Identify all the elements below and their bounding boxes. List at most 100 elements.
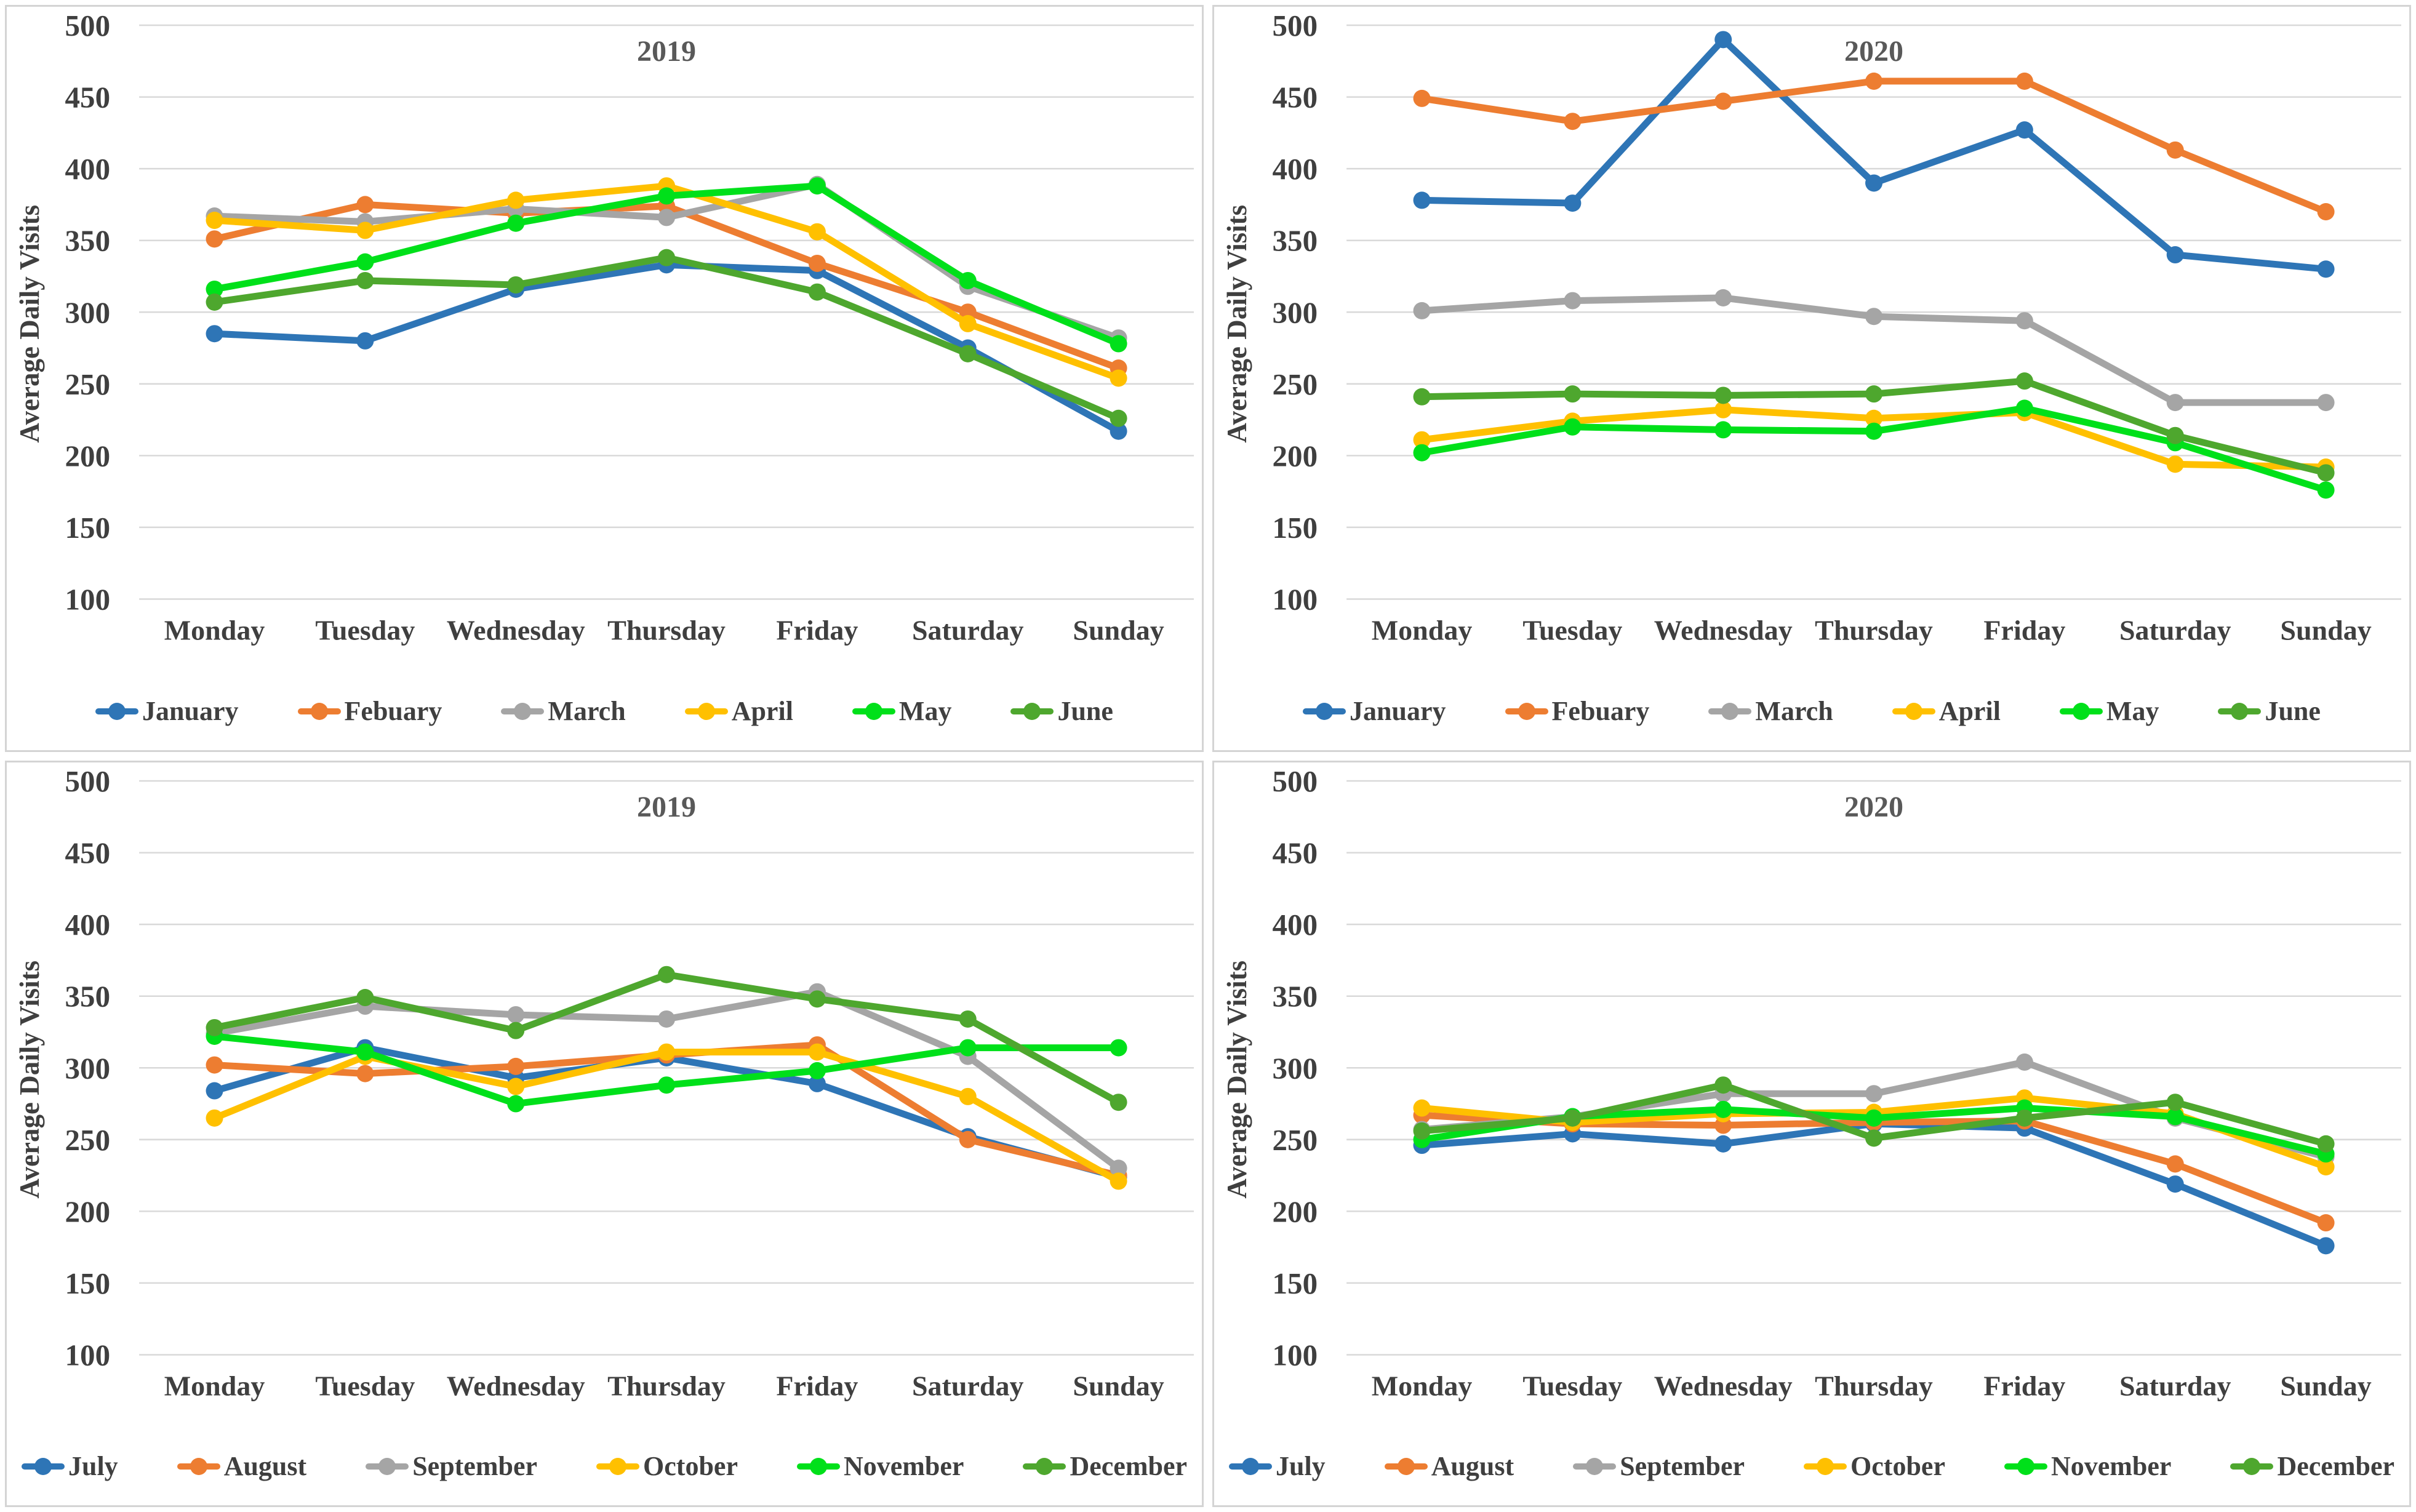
data-point-june-tuesday <box>356 271 374 289</box>
chart-panel-2019-jan-jun: 500 450 400 350 300 250 200 150 100 Monday Tuesday… <box>5 5 1204 752</box>
data-point-april-tuesday <box>356 222 374 239</box>
legend-item-september: September <box>366 1453 537 1480</box>
y-axis-tick-label: 350 <box>1273 224 1318 258</box>
legend-label: December <box>2277 1451 2395 1482</box>
series-line-febuary <box>1418 78 2330 215</box>
data-point-june-monday <box>206 293 223 311</box>
data-point-may-wednesday <box>1714 421 1732 439</box>
y-axis-tick-label: 250 <box>1273 367 1318 401</box>
legend-item-june: June <box>2218 697 2321 725</box>
legend-label: August <box>1431 1451 1514 1482</box>
y-axis-label: Average Daily Visits <box>14 960 45 1198</box>
x-axis-tick-label: Tuesday <box>315 615 415 646</box>
y-axis-tick-label: 300 <box>1273 1051 1318 1085</box>
y-axis-tick-label: 200 <box>65 1194 111 1228</box>
legend-item-august: August <box>177 1453 306 1480</box>
x-axis-tick-label: Thursday <box>607 1370 726 1401</box>
legend-item-may: May <box>852 697 951 725</box>
data-point-march-thursday <box>658 209 676 226</box>
data-point-august-saturday <box>2166 1154 2184 1172</box>
data-point-june-saturday <box>2166 426 2184 444</box>
legend-item-may: May <box>2059 695 2159 726</box>
data-point-november-wednesday <box>1714 1100 1732 1118</box>
y-axis-tick-label: 450 <box>65 81 111 114</box>
data-point-december-thursday <box>1865 1129 1883 1146</box>
data-point-may-tuesday <box>1564 418 1582 436</box>
chart-legend: July August September October November Decemb… <box>1214 1423 2409 1505</box>
data-point-january-tuesday <box>356 332 374 350</box>
legend-label: July <box>1275 1451 1326 1482</box>
data-point-febuary-friday <box>2015 72 2033 90</box>
x-axis-tick-label: Thursday <box>607 615 726 646</box>
x-axis-tick-label: Saturday <box>912 615 1024 646</box>
y-axis-tick-label: 300 <box>65 1051 111 1085</box>
legend-marker-icon <box>21 1457 65 1476</box>
legend-item-october: October <box>596 1453 738 1480</box>
data-point-june-friday <box>808 283 826 301</box>
chart-title: 2020 <box>1844 35 1903 68</box>
data-point-may-sunday <box>1110 335 1127 353</box>
chart-title: 2019 <box>637 35 696 68</box>
data-point-april-saturday <box>959 314 977 332</box>
legend-marker-icon <box>1892 702 1935 721</box>
legend-label: June <box>1057 695 1113 726</box>
data-point-november-wednesday <box>507 1095 525 1113</box>
y-axis-tick-label: 400 <box>65 152 111 186</box>
data-point-april-monday <box>206 212 223 230</box>
x-axis-tick-label: Saturday <box>2119 615 2231 646</box>
y-axis-tick-label: 500 <box>65 9 111 42</box>
data-point-december-tuesday <box>356 988 374 1006</box>
y-axis-tick-label: 500 <box>65 764 111 798</box>
legend-marker-icon <box>684 702 728 721</box>
data-point-march-sunday <box>2317 394 2335 412</box>
data-point-june-thursday <box>1865 385 1883 403</box>
legend-item-febuary: Febuary <box>297 697 442 725</box>
legend-marker-icon <box>366 1457 409 1476</box>
data-point-june-saturday <box>959 345 977 362</box>
legend-marker-icon <box>1573 1457 1617 1476</box>
data-point-june-thursday <box>658 249 676 266</box>
legend-marker-icon <box>1023 1457 1066 1476</box>
data-point-november-saturday <box>2166 1108 2184 1126</box>
legend-item-december: December <box>2230 1453 2394 1480</box>
legend-marker-icon <box>2059 702 2103 721</box>
data-point-november-saturday <box>959 1039 977 1057</box>
legend-label: September <box>1620 1451 1745 1482</box>
data-point-april-wednesday <box>1714 401 1732 418</box>
data-point-december-thursday <box>658 966 676 983</box>
legend-marker-icon <box>1303 702 1346 721</box>
data-point-march-tuesday <box>1564 292 1582 310</box>
y-axis-tick-label: 250 <box>65 1122 111 1156</box>
data-point-febuary-friday <box>808 254 826 272</box>
y-axis-tick-label: 400 <box>1273 152 1318 186</box>
data-point-may-monday <box>206 280 223 298</box>
line-chart-2019-jul-dec: 500 450 400 350 300 250 200 150 100 Monday Tuesday… <box>14 764 1194 1401</box>
data-point-march-wednesday <box>1714 289 1732 306</box>
data-point-may-friday <box>808 177 826 195</box>
legend-marker-icon <box>1708 702 1752 721</box>
y-axis-tick-label: 450 <box>1273 81 1318 114</box>
data-point-june-friday <box>2015 372 2033 390</box>
y-axis-tick-label: 350 <box>65 224 111 258</box>
legend-item-november: November <box>2004 1453 2171 1480</box>
data-point-january-thursday <box>1865 174 1883 192</box>
data-point-july-sunday <box>2317 1236 2335 1254</box>
y-axis-label: Average Daily Visits <box>14 205 45 443</box>
y-axis-tick-label: 300 <box>65 295 111 329</box>
y-axis-tick-label: 100 <box>65 582 111 616</box>
data-point-febuary-monday <box>1413 89 1431 107</box>
x-axis-tick-label: Wednesday <box>447 1370 585 1401</box>
legend-marker-icon <box>2004 1457 2047 1476</box>
data-point-june-monday <box>1413 388 1431 406</box>
legend-label: May <box>2106 695 2159 726</box>
x-axis-tick-label: Monday <box>1372 1370 1473 1401</box>
data-point-febuary-tuesday <box>356 196 374 214</box>
legend-label: January <box>1350 695 1446 726</box>
legend-item-march: March <box>501 697 626 725</box>
y-axis-tick-label: 150 <box>1273 1266 1318 1300</box>
data-point-august-monday <box>206 1056 223 1074</box>
chart-title: 2020 <box>1844 791 1903 823</box>
data-point-january-monday <box>206 325 223 343</box>
y-axis-tick-label: 150 <box>65 1266 111 1300</box>
chart-panel-2019-jul-dec: 500 450 400 350 300 250 200 150 100 Monday Tuesday… <box>5 760 1204 1507</box>
